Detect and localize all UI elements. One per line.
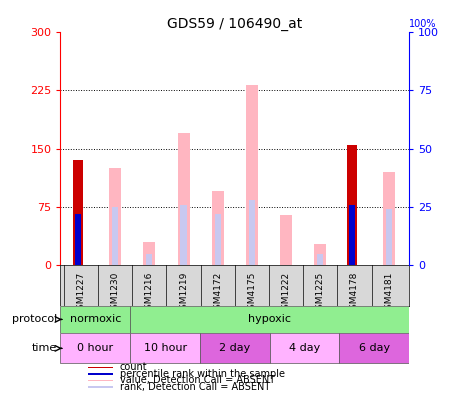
Bar	[215, 214, 221, 265]
Bar	[383, 172, 395, 265]
Bar	[317, 254, 323, 265]
Text: GSM1230: GSM1230	[111, 271, 120, 315]
Bar	[109, 168, 121, 265]
Bar	[146, 254, 153, 265]
Bar	[280, 215, 292, 265]
Bar	[112, 207, 118, 265]
Text: protocol: protocol	[12, 314, 57, 324]
Bar	[75, 214, 81, 265]
Bar	[385, 209, 392, 265]
Bar	[200, 333, 270, 364]
Text: percentile rank within the sample: percentile rank within the sample	[120, 369, 285, 379]
Text: count: count	[120, 362, 147, 372]
Bar	[249, 200, 255, 265]
Bar	[130, 333, 200, 364]
Bar	[88, 386, 113, 388]
Text: GSM4175: GSM4175	[247, 271, 256, 315]
Text: GSM1216: GSM1216	[145, 271, 154, 315]
Bar	[88, 367, 113, 368]
Bar	[73, 160, 83, 265]
Text: time: time	[32, 343, 57, 353]
Text: 6 day: 6 day	[359, 343, 390, 353]
Bar	[212, 191, 224, 265]
Text: 10 hour: 10 hour	[144, 343, 186, 353]
Text: GSM1219: GSM1219	[179, 271, 188, 315]
Text: hypoxic: hypoxic	[248, 314, 291, 324]
Text: 100%: 100%	[409, 19, 437, 29]
Text: GSM1227: GSM1227	[76, 271, 86, 315]
Bar	[88, 373, 113, 375]
Text: value, Detection Call = ABSENT: value, Detection Call = ABSENT	[120, 375, 275, 385]
Bar	[270, 333, 339, 364]
Text: normoxic: normoxic	[70, 314, 121, 324]
Bar	[347, 145, 357, 265]
Bar	[143, 242, 155, 265]
Text: GSM4172: GSM4172	[213, 271, 222, 315]
Bar	[60, 306, 130, 333]
Text: rank, Detection Call = ABSENT: rank, Detection Call = ABSENT	[120, 382, 270, 392]
Bar	[349, 205, 355, 265]
Text: 0 hour: 0 hour	[77, 343, 113, 353]
Bar	[88, 380, 113, 381]
Title: GDS59 / 106490_at: GDS59 / 106490_at	[167, 17, 302, 30]
Bar	[314, 244, 326, 265]
Bar	[246, 85, 258, 265]
Text: GSM1225: GSM1225	[316, 271, 325, 315]
Bar	[339, 333, 409, 364]
Bar	[178, 133, 190, 265]
Bar	[60, 333, 130, 364]
Text: GSM4181: GSM4181	[384, 271, 393, 315]
Text: GSM4178: GSM4178	[350, 271, 359, 315]
Text: GSM1222: GSM1222	[282, 271, 291, 314]
Bar	[130, 306, 409, 333]
Text: 2 day: 2 day	[219, 343, 251, 353]
Bar	[180, 205, 186, 265]
Text: 4 day: 4 day	[289, 343, 320, 353]
